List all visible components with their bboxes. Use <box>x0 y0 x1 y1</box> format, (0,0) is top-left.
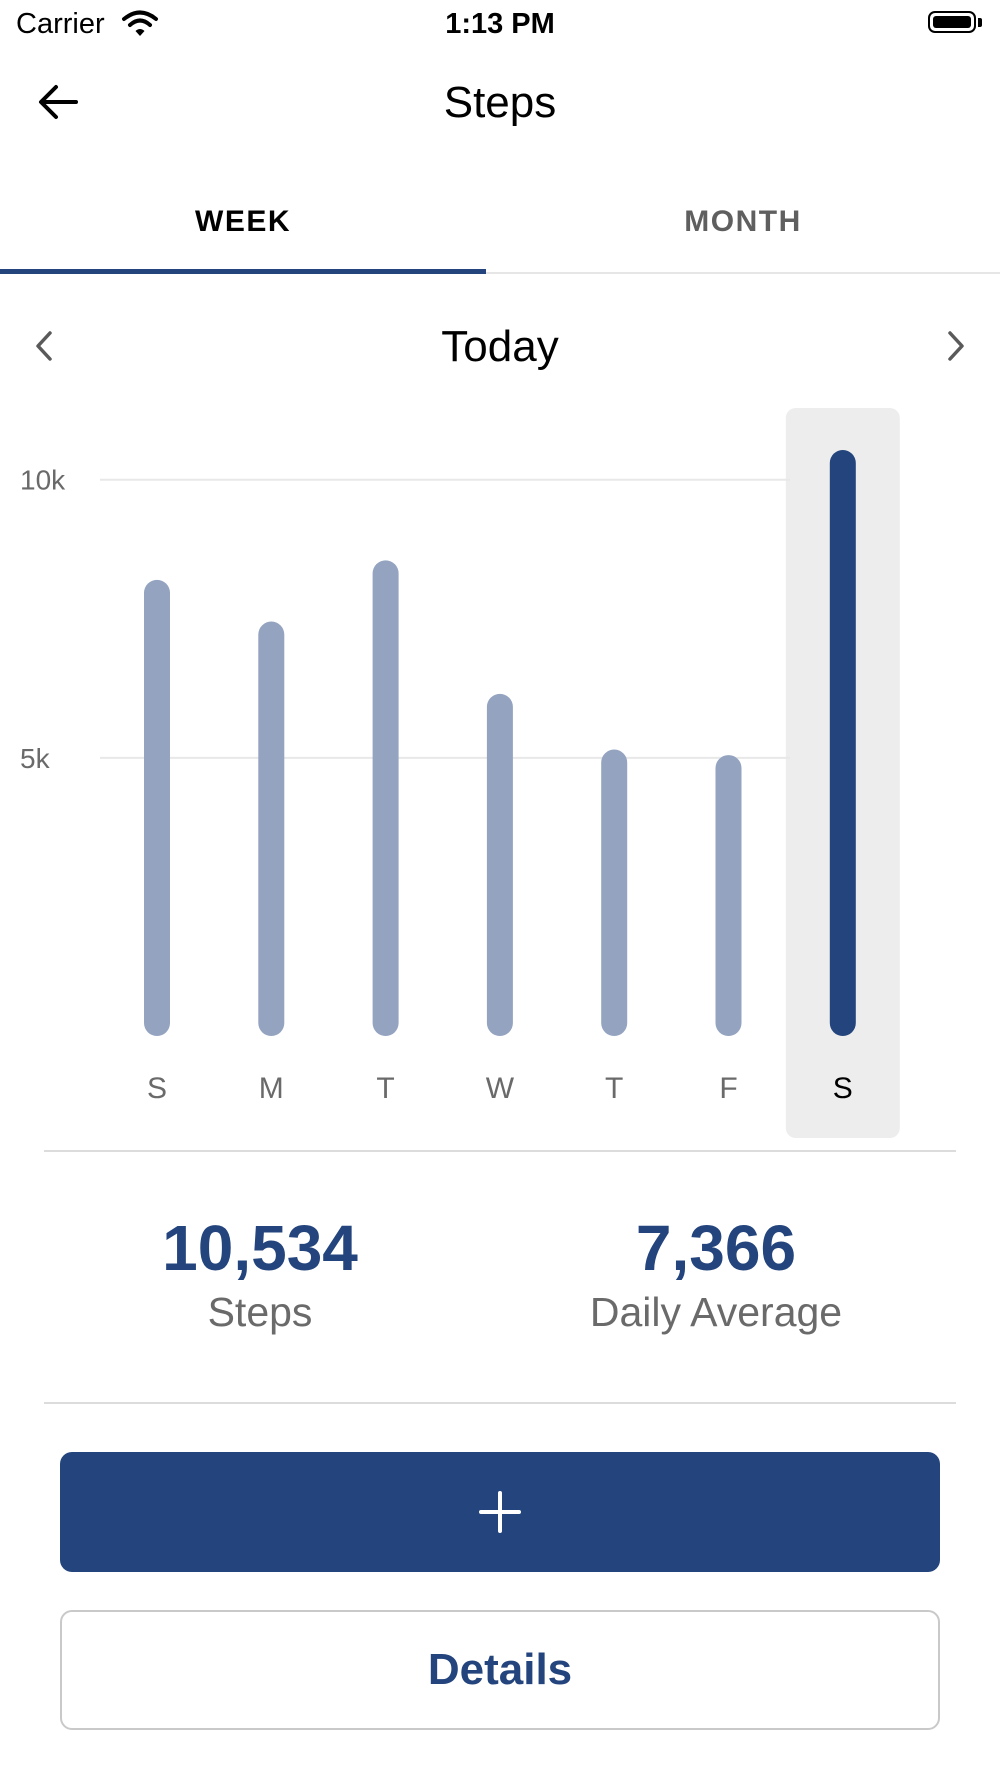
y-tick-label: 5k <box>20 743 51 774</box>
bar-6 <box>829 450 856 1036</box>
next-period-button[interactable] <box>928 318 984 374</box>
status-time: 1:13 PM <box>445 8 555 40</box>
details-button-label: Details <box>427 1645 573 1694</box>
total-steps-value: 10,534 <box>162 1212 358 1284</box>
bar-5 <box>715 755 742 1036</box>
plus-icon <box>479 1491 521 1533</box>
bar-2 <box>372 560 399 1036</box>
total-steps-label: Steps <box>207 1289 313 1335</box>
x-tick-label: F <box>719 1072 737 1105</box>
tab-week-label: WEEK <box>195 205 291 238</box>
x-tick-label: W <box>486 1072 515 1105</box>
period-label: Today <box>441 322 559 371</box>
chevron-right-icon <box>948 331 964 361</box>
battery-icon <box>928 11 976 33</box>
back-button[interactable] <box>30 76 86 128</box>
tab-week[interactable]: WEEK <box>0 170 486 274</box>
carrier-label: Carrier <box>16 8 105 40</box>
daily-average-label: Daily Average <box>589 1289 843 1335</box>
x-tick-label: T <box>376 1072 394 1105</box>
x-tick-label: S <box>833 1072 853 1105</box>
x-tick-label: T <box>605 1072 623 1105</box>
x-tick-label: S <box>147 1072 167 1105</box>
details-button[interactable]: Details <box>60 1610 940 1730</box>
previous-period-button[interactable] <box>16 318 72 374</box>
stats-top-divider <box>44 1150 956 1152</box>
steps-bar-chart: 5k 10k S M T W T F S <box>20 408 900 1138</box>
total-steps-stat: 10,534 Steps <box>60 1212 460 1340</box>
x-tick-label: M <box>259 1072 284 1105</box>
bar-4 <box>601 749 628 1036</box>
bar-3 <box>486 693 513 1036</box>
tab-month-label: MONTH <box>684 205 802 238</box>
nav-bar: Steps <box>0 60 1000 144</box>
tab-indicator <box>0 269 486 274</box>
bar-1 <box>258 621 285 1036</box>
y-tick-label: 10k <box>20 465 66 496</box>
tab-month[interactable]: MONTH <box>486 170 1000 274</box>
wifi-icon <box>122 10 158 36</box>
chevron-left-icon <box>36 331 52 361</box>
daily-average-stat: 7,366 Daily Average <box>516 1212 916 1340</box>
arrow-left-icon <box>39 85 78 119</box>
status-bar: Carrier 1:13 PM <box>0 0 1000 52</box>
battery-nub <box>978 18 982 27</box>
period-navigator: Today <box>0 310 1000 382</box>
bar-0 <box>144 579 170 1036</box>
steps-chart: 5k 10k S M T W T F S <box>0 400 1000 1140</box>
period-tabs: WEEK MONTH <box>0 170 1000 274</box>
page-title: Steps <box>443 78 557 127</box>
add-steps-button[interactable] <box>60 1452 940 1572</box>
stats-bottom-divider <box>44 1402 956 1404</box>
daily-average-value: 7,366 <box>635 1212 797 1284</box>
